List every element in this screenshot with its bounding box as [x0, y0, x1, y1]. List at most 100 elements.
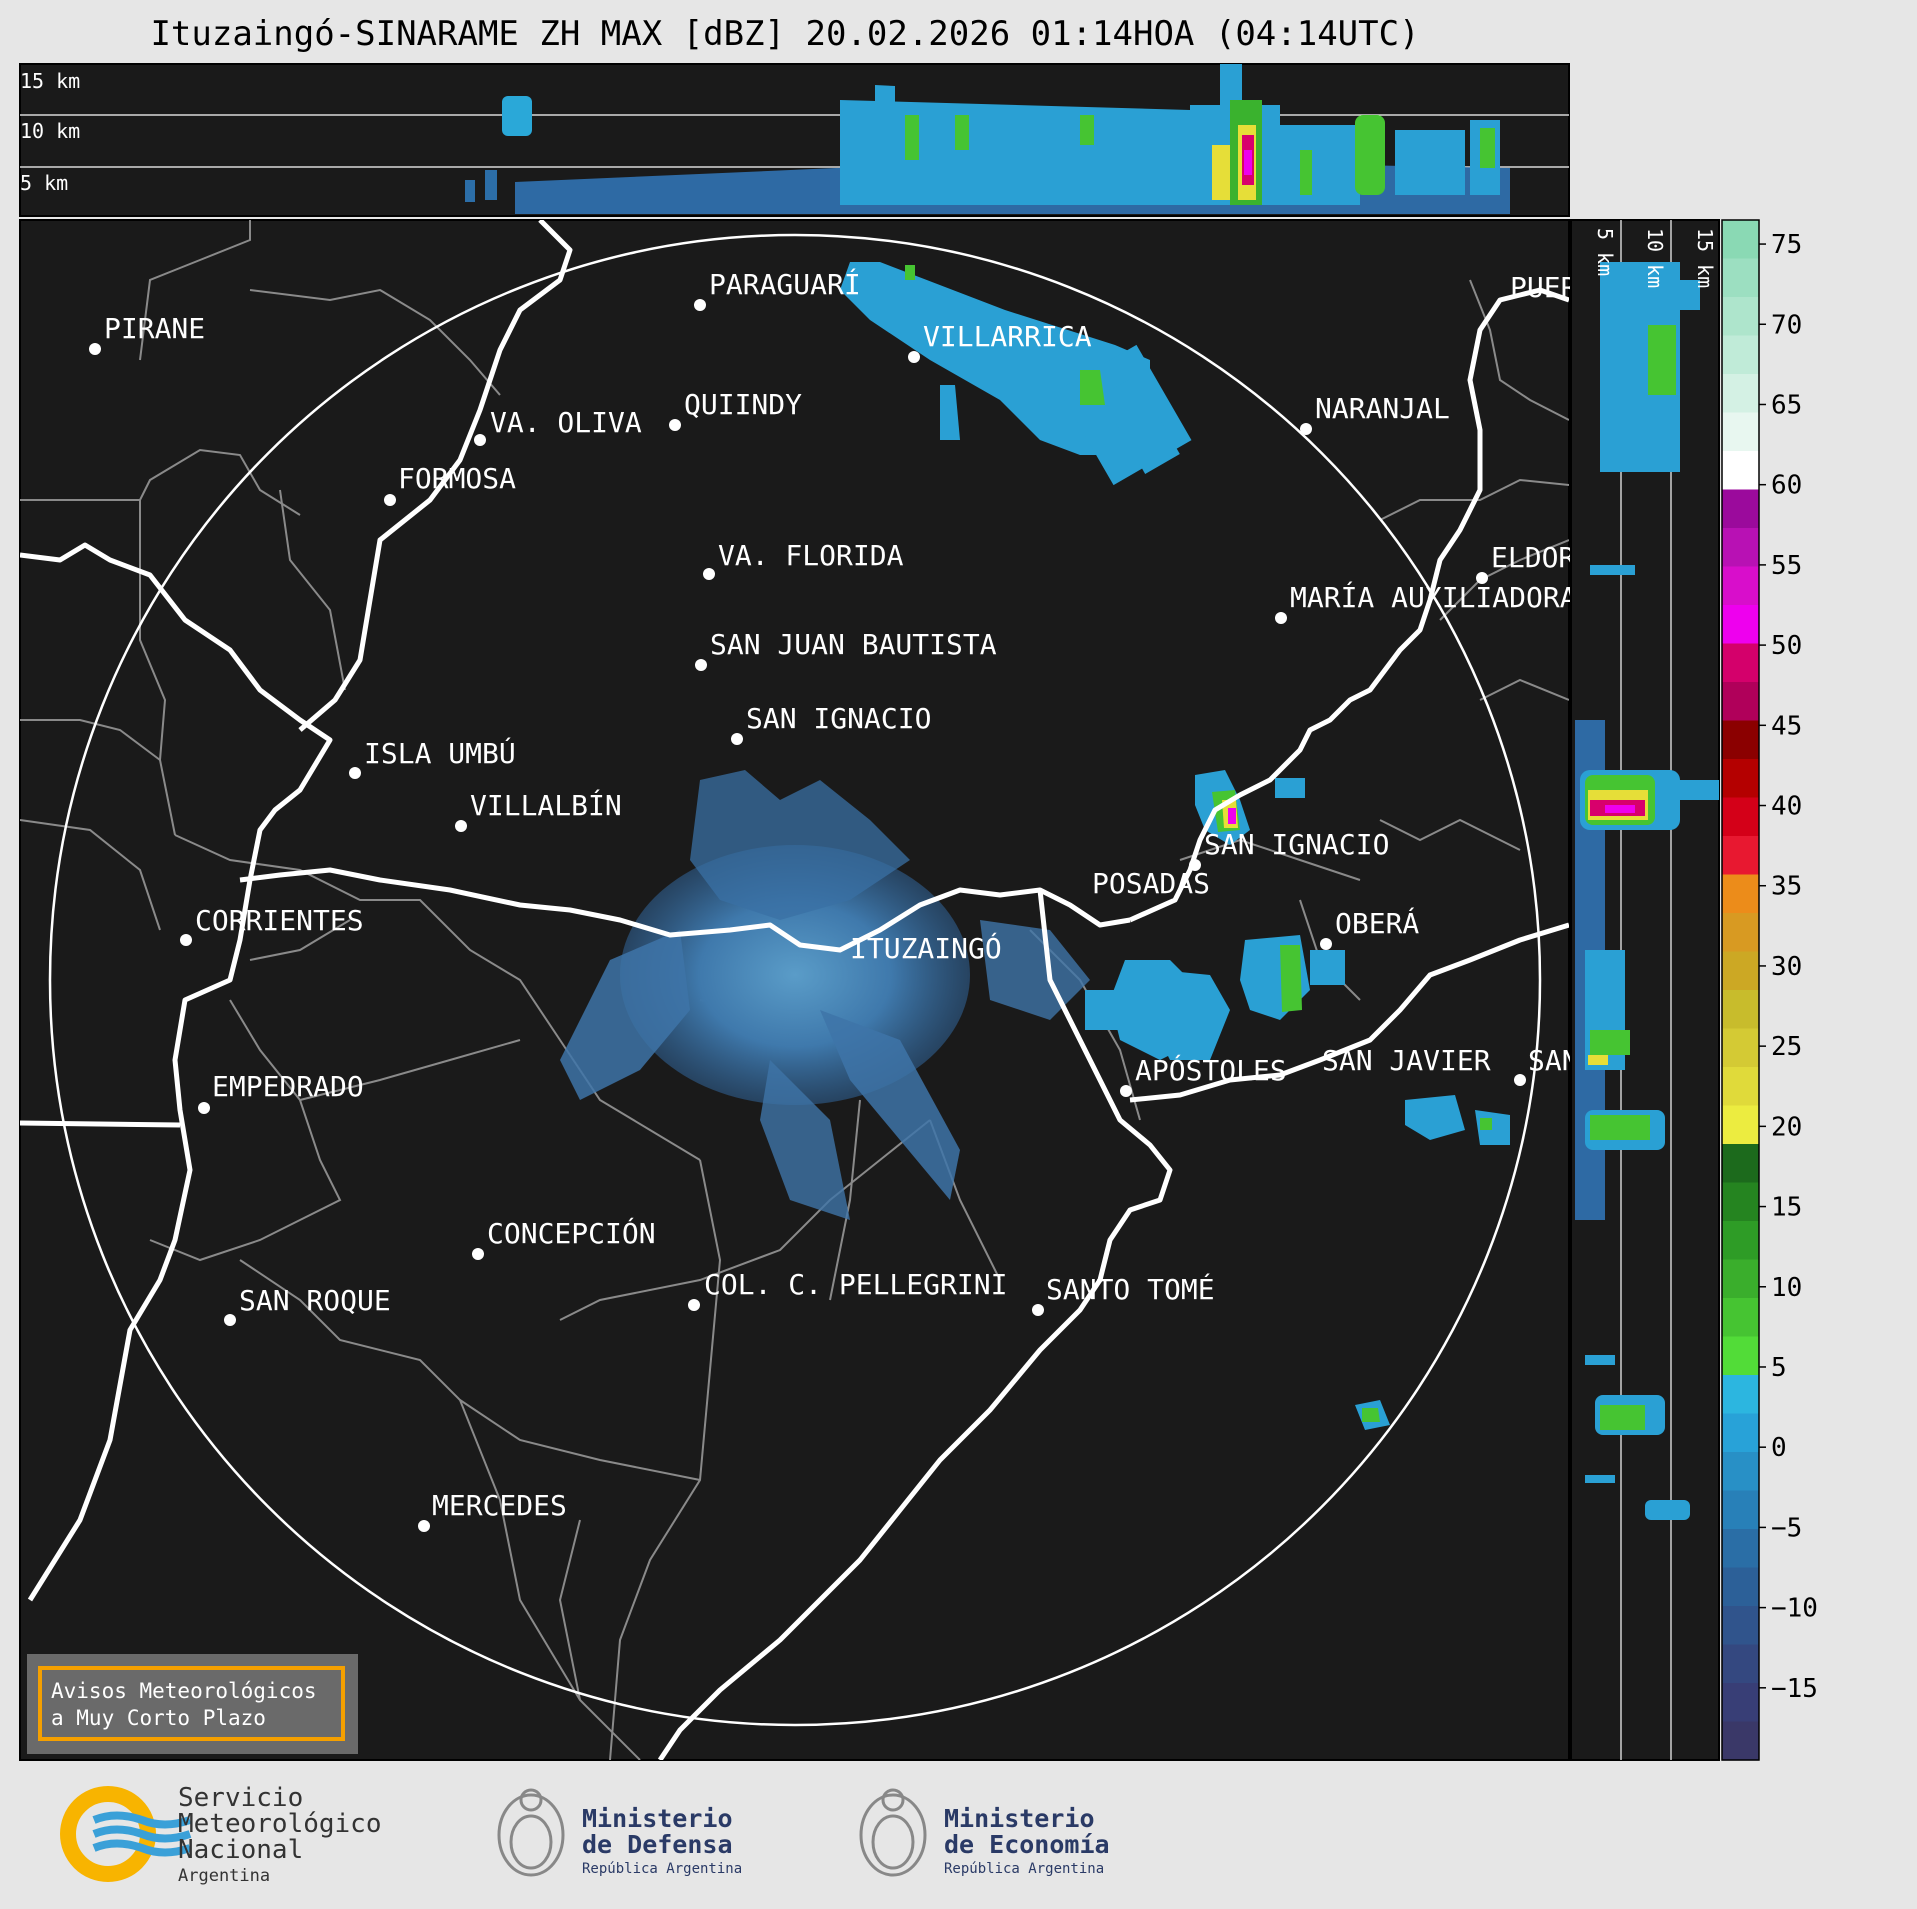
radar-echoes — [560, 262, 1510, 1430]
colorbar-step — [1722, 874, 1759, 914]
label-apostoles: APÓSTOLES — [1135, 1053, 1287, 1087]
colorbar-step — [1722, 682, 1759, 722]
colorbar-step — [1722, 643, 1759, 683]
admin-boundaries — [20, 220, 1569, 1760]
defensa-logo: Ministerio de Defensa República Argentin… — [497, 1788, 742, 1877]
colorbar-step — [1722, 1683, 1759, 1723]
colorbar-tick-label: −10 — [1771, 1594, 1818, 1624]
colorbar-step — [1722, 1490, 1759, 1530]
colorbar-tick-label: −5 — [1771, 1513, 1802, 1543]
colorbar-tick-label: −15 — [1771, 1674, 1818, 1704]
label-quiindy: QUIINDY — [684, 388, 802, 421]
colorbar-step — [1722, 489, 1759, 529]
label-santo-tome: SANTO TOMÉ — [1046, 1272, 1215, 1306]
colorbar-tick-label: 5 — [1771, 1353, 1787, 1383]
colorbar-step — [1722, 412, 1759, 452]
top-level-10km: 10 km — [20, 119, 80, 143]
colorbar-step — [1722, 1529, 1759, 1569]
right-level-5km: 5 km — [1593, 228, 1617, 276]
label-eldorado: ELDORADO — [1491, 541, 1626, 574]
colorbar-tick-label: 60 — [1771, 471, 1802, 501]
warning-line-1: Avisos Meteorológicos — [51, 1679, 317, 1703]
colorbar-tick-label: 55 — [1771, 551, 1802, 581]
sun-emblem-icon — [881, 1788, 905, 1812]
label-san-ignacio-ar: SAN IGNACIO — [1204, 828, 1389, 861]
colorbar-step — [1722, 1105, 1759, 1145]
colorbar-tick-label: 75 — [1771, 230, 1802, 260]
smn-line-3: Nacional — [178, 1835, 303, 1865]
radar-map: PIRANE PARAGUARÍ VILLARRICA QUIINDY VA. … — [19, 219, 1713, 1761]
colorbar-step — [1722, 335, 1759, 375]
colorbar-step — [1722, 605, 1759, 645]
label-radar-site: ITUZAINGÓ — [850, 931, 1002, 965]
colorbar-step — [1722, 451, 1759, 491]
label-villarrica: VILLARRICA — [923, 320, 1092, 353]
top-level-15km: 15 km — [20, 69, 80, 93]
top-level-5km: 5 km — [20, 171, 68, 195]
colorbar-tick-label: 15 — [1771, 1193, 1802, 1223]
footer: Servicio Meteorológico Nacional Argentin… — [60, 1783, 1110, 1886]
colorbar-step — [1722, 913, 1759, 953]
colorbar-step — [1722, 528, 1759, 568]
colorbar-step — [1722, 1067, 1759, 1107]
label-va-florida: VA. FLORIDA — [718, 539, 904, 572]
label-mercedes: MERCEDES — [432, 1489, 567, 1522]
rivers — [20, 220, 1569, 1760]
place-labels: PIRANE PARAGUARÍ VILLARRICA QUIINDY VA. … — [89, 267, 1713, 1532]
colorbar-tick-label: 0 — [1771, 1433, 1787, 1463]
colorbar-step — [1722, 990, 1759, 1030]
label-paraguari: PARAGUARÍ — [709, 267, 861, 301]
colorbar-step — [1722, 1644, 1759, 1684]
colorbar-tick-label: 30 — [1771, 952, 1802, 982]
smn-line-1: Servicio — [178, 1783, 303, 1813]
sun-emblem-icon — [519, 1788, 543, 1812]
colorbar-step — [1722, 1144, 1759, 1184]
colorbar-tick-label: 25 — [1771, 1032, 1802, 1062]
colorbar-step — [1722, 374, 1759, 414]
colorbar-step — [1722, 1221, 1759, 1261]
colorbar-tick-label: 20 — [1771, 1112, 1802, 1142]
colorbar-tick-label: 40 — [1771, 792, 1802, 822]
defensa-line-2: de Defensa — [582, 1830, 733, 1859]
colorbar-step — [1722, 759, 1759, 799]
label-puerto: PUERTO — [1510, 271, 1611, 304]
colorbar-step — [1722, 1567, 1759, 1607]
smn-logo: Servicio Meteorológico Nacional Argentin… — [60, 1783, 382, 1886]
label-isla-umbu: ISLA UMBÚ — [364, 736, 516, 770]
top-echoes — [465, 64, 1510, 214]
colorbar-step — [1722, 1298, 1759, 1338]
colorbar-step — [1722, 566, 1759, 606]
colorbar-step — [1722, 1606, 1759, 1646]
colorbar-step — [1722, 1413, 1759, 1453]
colorbar-step — [1722, 220, 1759, 260]
colorbar-step — [1722, 258, 1759, 298]
warning-line-2: a Muy Corto Plazo — [51, 1706, 266, 1730]
label-empedrado: EMPEDRADO — [212, 1070, 364, 1103]
top-cross-section: 15 km 10 km 5 km — [19, 63, 1570, 217]
economia-line-2: de Economía — [944, 1830, 1110, 1859]
colorbar-step — [1722, 951, 1759, 991]
defensa-line-1: Ministerio — [582, 1804, 733, 1833]
right-cross-section: 5 km 10 km 15 km — [1570, 219, 1720, 1761]
right-echoes — [1575, 262, 1719, 1520]
colorbar-tick-label: 35 — [1771, 872, 1802, 902]
colorbar-step — [1722, 720, 1759, 760]
label-san-ignacio-py: SAN IGNACIO — [746, 702, 931, 735]
label-posadas: POSADAS — [1092, 867, 1210, 900]
label-corrientes: CORRIENTES — [195, 904, 364, 937]
label-san-roque: SAN ROQUE — [239, 1284, 391, 1317]
colorbar-step — [1722, 1375, 1759, 1415]
label-pirane: PIRANE — [104, 312, 205, 345]
range-ring — [48, 233, 1542, 1727]
colorbar-step — [1722, 836, 1759, 876]
colorbar-tick-label: 65 — [1771, 390, 1802, 420]
smn-line-2: Meteorológico — [178, 1809, 382, 1839]
label-obera: OBERÁ — [1335, 906, 1419, 940]
colorbar-step — [1722, 1336, 1759, 1376]
colorbar-step — [1722, 797, 1759, 837]
colorbar-step — [1722, 1721, 1759, 1761]
defensa-line-3: República Argentina — [582, 1861, 742, 1877]
label-san-juan-bautista: SAN JUAN BAUTISTA — [710, 628, 997, 661]
chart-title: Ituzaingó-SINARAME ZH MAX [dBZ] 20.02.20… — [150, 14, 1420, 54]
